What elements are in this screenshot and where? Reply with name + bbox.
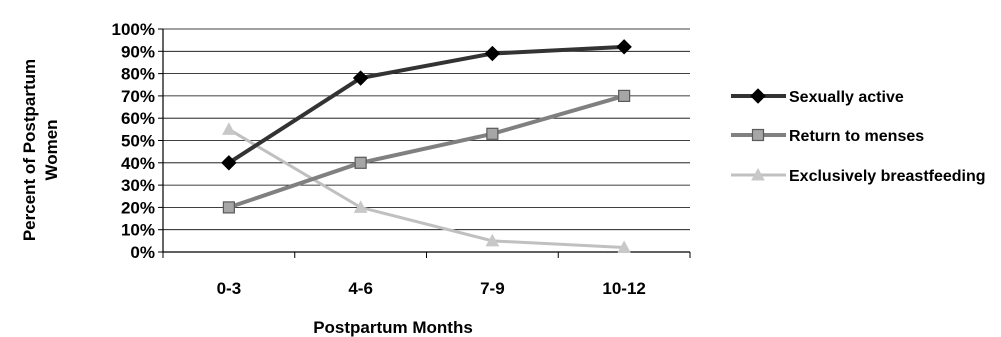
y-tick-label: 80%	[121, 65, 155, 84]
y-tick-label: 70%	[121, 87, 155, 106]
data-point-diamond	[352, 70, 369, 86]
series-return-to-menses	[222, 89, 631, 214]
y-tick-label: 100%	[112, 20, 155, 39]
y-axis-title: Percent of Postpartum Women	[20, 59, 61, 241]
x-tick-labels: 0-3 4-6 7-9 10-12	[217, 279, 646, 298]
data-point-diamond	[484, 45, 501, 62]
legend-item: Sexually active	[731, 88, 904, 106]
series-exclusively-breastfeeding	[222, 122, 631, 254]
series-line	[228, 128, 625, 250]
x-tick-label: 4-6	[348, 279, 373, 298]
series-group	[221, 39, 632, 254]
y-tick-label: 0%	[130, 243, 155, 262]
legend-item: Exclusively breastfeeding	[731, 167, 986, 185]
axes	[158, 28, 691, 258]
legend: Sexually active Return to menses Exclusive…	[731, 88, 986, 185]
y-tick-label: 20%	[121, 198, 155, 217]
y-tick-label: 60%	[121, 109, 155, 128]
data-point-square	[618, 89, 631, 103]
series-line	[228, 93, 625, 210]
data-point-triangle	[485, 233, 500, 247]
data-point-square	[222, 201, 235, 214]
legend-label: Sexually active	[789, 89, 904, 106]
y-tick-label: 10%	[121, 221, 155, 240]
data-point-triangle	[222, 122, 236, 135]
legend-item: Return to menses	[731, 128, 924, 145]
data-point-square	[354, 156, 367, 169]
y-tick-label: 50%	[121, 132, 155, 151]
y-axis-title-line-1: Percent of Postpartum	[20, 59, 39, 241]
x-tick-label: 0-3	[217, 279, 242, 298]
data-point-diamond	[616, 39, 632, 55]
y-tick-label: 40%	[121, 154, 155, 173]
y-axis-title-line-2: Women	[42, 119, 61, 180]
data-point-diamond	[750, 88, 766, 104]
data-point-triangle	[751, 167, 765, 181]
x-tick-label: 10-12	[602, 279, 645, 298]
data-point-square	[751, 128, 765, 142]
data-point-diamond	[221, 155, 237, 171]
series-sexually-active	[221, 39, 632, 171]
series-line	[227, 44, 625, 165]
y-tick-label: 30%	[121, 176, 155, 195]
gridlines	[163, 28, 690, 253]
legend-label: Return to menses	[789, 128, 924, 145]
x-axis-title: Postpartum Months	[313, 318, 473, 337]
y-tick-label: 90%	[121, 42, 155, 61]
data-point-triangle	[617, 240, 631, 254]
data-point-square	[486, 127, 499, 140]
legend-label: Exclusively breastfeeding	[789, 168, 986, 185]
x-tick-label: 7-9	[480, 279, 505, 298]
y-tick-labels: 0% 10% 20% 30% 40% 50% 60% 70% 80% 90% 100%	[112, 20, 155, 262]
data-point-triangle	[353, 200, 368, 213]
